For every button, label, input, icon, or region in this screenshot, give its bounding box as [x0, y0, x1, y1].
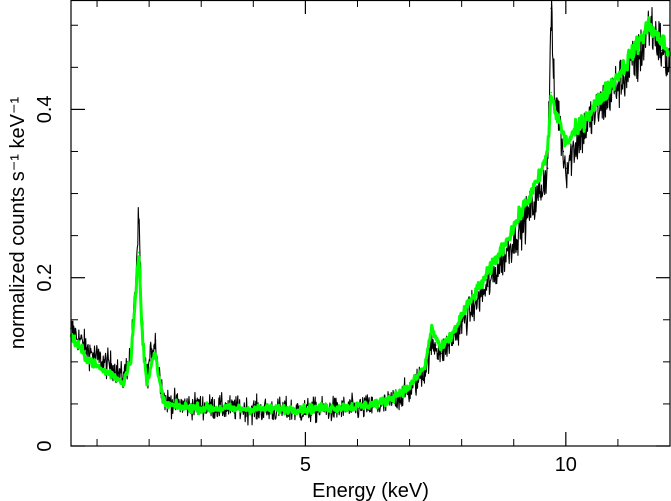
axis-ticks: 5 10 0 0.2 0.4 [34, 0, 670, 476]
data-point [430, 344, 433, 346]
data-point [637, 58, 640, 60]
data-point [486, 285, 489, 287]
model-point [154, 352, 157, 355]
data-point [557, 108, 559, 111]
y-tick-label: 0 [34, 440, 56, 451]
data-point [546, 167, 549, 170]
data-series-line [70, 0, 671, 426]
model-point [565, 142, 567, 144]
model-point [546, 150, 549, 153]
x-axis-label: Energy (keV) [312, 480, 429, 501]
data-point [550, 7, 553, 10]
model-point [562, 133, 565, 136]
data-point [137, 217, 140, 220]
y-axis-label: normalized counts s⁻¹ keV⁻¹ [7, 97, 29, 350]
model-point [304, 408, 307, 410]
data-point [460, 323, 463, 325]
data-series [70, 0, 671, 426]
x-tick-label: 10 [555, 454, 577, 476]
model-point [145, 382, 148, 384]
model-series [69, 16, 671, 416]
model-point [460, 314, 463, 317]
data-point [101, 361, 104, 363]
model-point [440, 348, 442, 351]
model-point [550, 91, 553, 94]
model-point [382, 401, 385, 404]
model-point [424, 365, 426, 367]
model-point [512, 226, 515, 229]
model-point [557, 117, 559, 119]
model-point [101, 369, 104, 372]
model-point [133, 310, 136, 313]
model-point [163, 403, 166, 405]
model-point [200, 407, 203, 409]
data-point [661, 49, 663, 52]
model-point [637, 41, 640, 43]
data-point [562, 150, 565, 153]
model-point [252, 408, 255, 410]
model-series-line [69, 16, 671, 416]
model-point [356, 405, 359, 408]
model-point [575, 129, 578, 132]
model-point [130, 356, 132, 359]
data-point [85, 348, 88, 351]
model-point [111, 373, 114, 376]
model-point [157, 377, 160, 380]
model-point [150, 361, 153, 363]
x-tick-label: 5 [300, 454, 311, 476]
data-point [154, 340, 157, 342]
model-point [553, 108, 556, 111]
model-point [617, 74, 619, 77]
model-point [661, 41, 663, 43]
data-point [591, 117, 593, 119]
model-point [408, 386, 411, 388]
data-point [434, 344, 437, 346]
model-point [430, 327, 433, 329]
model-point [137, 251, 140, 254]
model-point [654, 32, 657, 35]
model-point [85, 356, 88, 359]
data-point [512, 239, 515, 241]
data-point [408, 390, 411, 393]
model-point [122, 382, 124, 384]
y-tick-label: 0.2 [34, 264, 56, 292]
plot-frame [70, 0, 671, 447]
model-point [538, 175, 541, 178]
model-point [648, 24, 650, 27]
model-point [486, 272, 489, 275]
data-point [150, 348, 153, 351]
model-point [141, 327, 143, 329]
data-point [538, 192, 541, 195]
data-point [440, 352, 442, 355]
model-point [591, 108, 593, 111]
model-point [450, 335, 453, 338]
data-point [617, 83, 619, 85]
data-point [565, 167, 567, 170]
y-tick-label: 0.4 [34, 95, 56, 123]
data-point [111, 365, 114, 367]
model-point [174, 405, 176, 408]
data-point [575, 142, 578, 144]
model-point [434, 335, 437, 338]
